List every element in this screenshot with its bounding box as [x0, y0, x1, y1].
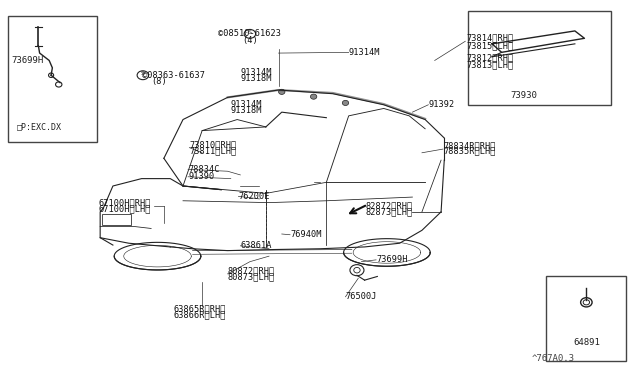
Text: 63861A: 63861A	[241, 241, 272, 250]
Text: 80873「LH」: 80873「LH」	[228, 272, 275, 281]
Text: 91318M: 91318M	[241, 74, 272, 83]
Text: 67100H「RH」: 67100H「RH」	[99, 198, 151, 207]
Text: 91392: 91392	[428, 100, 454, 109]
Text: □P:EXC.DX: □P:EXC.DX	[17, 122, 62, 131]
Text: S: S	[248, 29, 252, 35]
Bar	[102, 214, 131, 225]
Text: 82872「RH」: 82872「RH」	[366, 202, 413, 211]
Text: 76940M: 76940M	[290, 230, 321, 239]
Text: 82873「LH」: 82873「LH」	[366, 208, 413, 217]
Text: 73810「RH」: 73810「RH」	[189, 140, 237, 149]
Text: 78835R「LH」: 78835R「LH」	[443, 147, 495, 156]
Text: 76200E: 76200E	[239, 192, 270, 201]
Text: 91314M: 91314M	[231, 100, 262, 109]
Text: 73699H: 73699H	[376, 255, 408, 264]
Text: 80872「RH」: 80872「RH」	[228, 266, 275, 275]
Text: S: S	[141, 71, 145, 76]
Text: 73812「RH」: 73812「RH」	[467, 53, 514, 62]
Bar	[546, 276, 626, 361]
Text: 64891: 64891	[573, 339, 600, 347]
Text: 73930: 73930	[511, 91, 538, 100]
Text: 91318M: 91318M	[231, 106, 262, 115]
Text: 73813「LH」: 73813「LH」	[467, 60, 514, 70]
Text: 91314M: 91314M	[349, 48, 380, 57]
Text: 63865R「RH」: 63865R「RH」	[173, 304, 226, 313]
Text: 91390: 91390	[188, 172, 214, 181]
Text: 73811「LH」: 73811「LH」	[189, 146, 237, 155]
Text: 76500J: 76500J	[346, 292, 377, 301]
Ellipse shape	[342, 100, 349, 106]
Text: (4): (4)	[242, 36, 258, 45]
Text: ©08510-61623: ©08510-61623	[218, 29, 282, 38]
Text: 78834R「RH」: 78834R「RH」	[443, 141, 495, 150]
Text: 73699H: 73699H	[11, 56, 43, 65]
Text: ^767A0.3: ^767A0.3	[532, 354, 575, 363]
Text: ©08363-61637: ©08363-61637	[141, 71, 205, 80]
Ellipse shape	[310, 94, 317, 99]
Text: 73815「LH」: 73815「LH」	[467, 41, 514, 50]
Ellipse shape	[278, 89, 285, 94]
Text: 91314M: 91314M	[241, 68, 272, 77]
Text: 73814「RH」: 73814「RH」	[467, 34, 514, 43]
Bar	[468, 11, 611, 105]
Text: 78834C: 78834C	[188, 165, 220, 174]
Bar	[8, 16, 97, 142]
Text: (8): (8)	[151, 77, 167, 86]
Text: 63866R「LH」: 63866R「LH」	[173, 310, 226, 319]
Text: 67100H「LH」: 67100H「LH」	[99, 204, 151, 213]
